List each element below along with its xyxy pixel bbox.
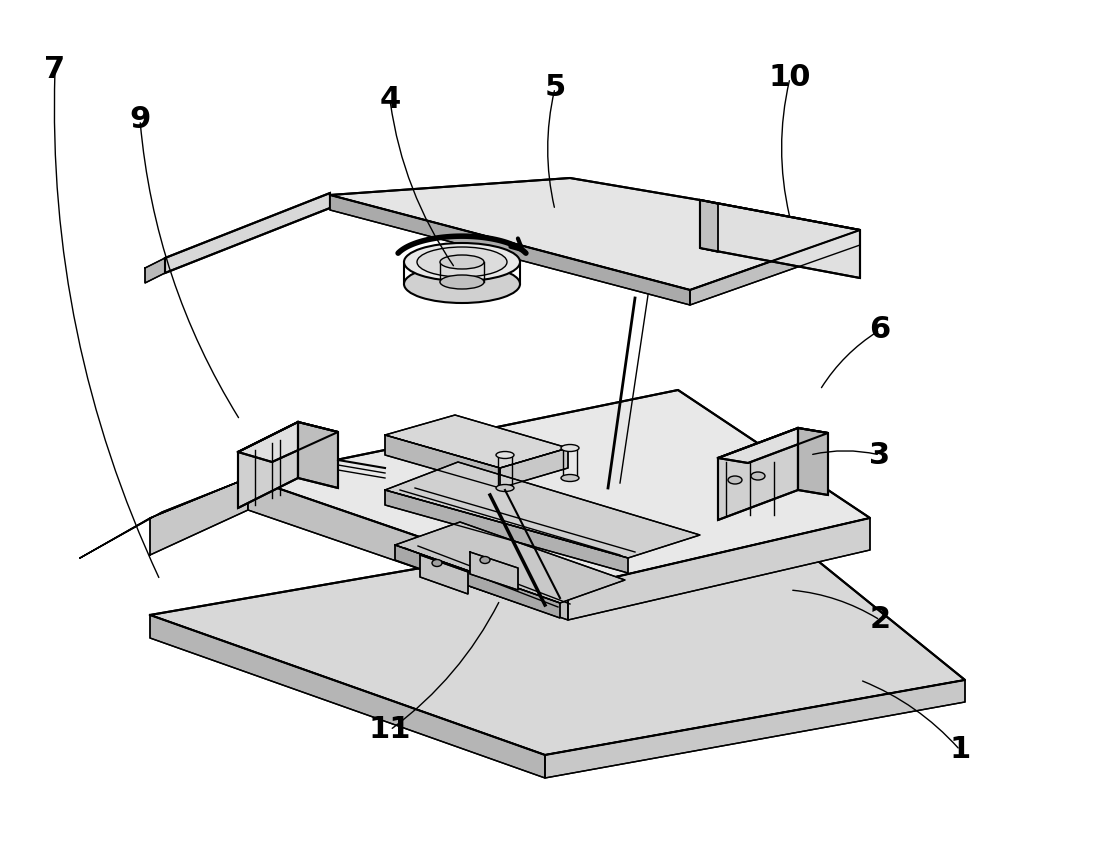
Polygon shape <box>80 478 248 558</box>
FancyArrowPatch shape <box>393 603 499 728</box>
Ellipse shape <box>561 475 579 481</box>
FancyArrowPatch shape <box>862 681 958 748</box>
Text: 6: 6 <box>870 315 891 345</box>
Text: 4: 4 <box>380 85 400 115</box>
Polygon shape <box>238 422 298 508</box>
Polygon shape <box>150 615 545 778</box>
Polygon shape <box>165 193 330 273</box>
Polygon shape <box>248 478 568 620</box>
Polygon shape <box>500 448 568 488</box>
Text: 7: 7 <box>45 56 66 84</box>
Polygon shape <box>545 680 965 778</box>
Polygon shape <box>420 555 468 594</box>
FancyArrowPatch shape <box>822 331 877 388</box>
Polygon shape <box>330 178 860 290</box>
Polygon shape <box>395 545 560 618</box>
Polygon shape <box>385 462 700 558</box>
Ellipse shape <box>561 444 579 452</box>
FancyArrowPatch shape <box>140 123 238 417</box>
Ellipse shape <box>480 556 490 563</box>
Polygon shape <box>385 415 568 468</box>
FancyArrowPatch shape <box>391 103 453 266</box>
Polygon shape <box>700 200 860 278</box>
Polygon shape <box>150 478 248 555</box>
Ellipse shape <box>404 265 520 303</box>
Polygon shape <box>568 518 870 620</box>
Text: 11: 11 <box>369 716 411 744</box>
Polygon shape <box>700 200 718 252</box>
Polygon shape <box>298 422 338 488</box>
Ellipse shape <box>440 275 484 289</box>
Ellipse shape <box>417 247 507 277</box>
Polygon shape <box>330 195 690 305</box>
Text: 9: 9 <box>129 105 151 135</box>
Text: 3: 3 <box>870 441 891 470</box>
FancyArrowPatch shape <box>55 72 159 577</box>
Ellipse shape <box>432 560 442 566</box>
Ellipse shape <box>496 485 514 491</box>
Polygon shape <box>146 258 165 283</box>
Polygon shape <box>718 428 798 520</box>
Text: 1: 1 <box>950 735 970 765</box>
Ellipse shape <box>728 476 742 484</box>
Ellipse shape <box>496 452 514 459</box>
Polygon shape <box>150 510 965 755</box>
Polygon shape <box>690 230 860 305</box>
Text: 10: 10 <box>769 63 812 93</box>
Polygon shape <box>470 552 517 590</box>
Ellipse shape <box>404 243 520 281</box>
Polygon shape <box>385 490 628 573</box>
FancyArrowPatch shape <box>781 81 790 215</box>
Ellipse shape <box>440 255 484 269</box>
FancyArrowPatch shape <box>793 590 877 619</box>
Polygon shape <box>798 428 828 495</box>
Polygon shape <box>238 422 338 462</box>
Ellipse shape <box>750 472 765 480</box>
Polygon shape <box>718 428 828 463</box>
Text: 5: 5 <box>545 73 566 103</box>
Polygon shape <box>248 390 870 588</box>
FancyArrowPatch shape <box>548 91 555 207</box>
Text: 2: 2 <box>870 605 891 635</box>
FancyArrowPatch shape <box>813 451 877 454</box>
Polygon shape <box>395 522 625 603</box>
Polygon shape <box>385 435 500 488</box>
